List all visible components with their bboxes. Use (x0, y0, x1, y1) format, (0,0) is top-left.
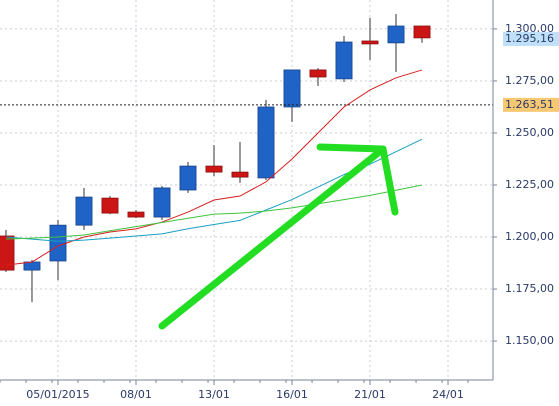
price-marker-label: 1.263,51 (505, 98, 554, 111)
candle-body (257, 106, 275, 179)
candle-body (127, 211, 145, 218)
candle-body (283, 69, 301, 108)
x-tick-label: 21/01 (354, 388, 386, 401)
candle-body (335, 41, 353, 80)
annotation-arrow (158, 143, 399, 330)
x-tick-label: 08/01 (120, 388, 152, 401)
x-tick-label: 13/01 (198, 388, 230, 401)
price-marker-label: 1.295,16 (505, 32, 554, 45)
y-tick-label: 1.200,00 (505, 230, 554, 243)
candle-body (179, 165, 197, 191)
candle-body (101, 197, 119, 214)
candle-body (387, 25, 405, 44)
x-tick-label: 05/01/2015 (26, 388, 89, 401)
grid (0, 0, 493, 380)
price-marker-box (503, 31, 559, 46)
candle-body (231, 171, 249, 178)
candle-body (23, 261, 41, 271)
plot (0, 13, 493, 303)
candle-body (0, 235, 15, 271)
arrow-shaft (158, 145, 387, 330)
y-tick-label: 1.225,00 (505, 178, 554, 191)
candle-body (361, 40, 379, 45)
y-tick-label: 1.300,00 (505, 22, 554, 35)
candle-body (205, 165, 223, 173)
y-tick-label: 1.150,00 (505, 334, 554, 347)
candle-body (413, 25, 431, 39)
x-tick-label: 24/01 (432, 388, 464, 401)
candle-body (75, 196, 93, 226)
candle-body (309, 69, 327, 78)
candle-body (153, 187, 171, 218)
moving-average-line (5, 184, 423, 240)
arrow-head (316, 143, 399, 216)
y-tick-label: 1.175,00 (505, 282, 554, 295)
candle-body (49, 224, 67, 262)
x-tick-label: 16/01 (276, 388, 308, 401)
price-marker-box (503, 97, 559, 112)
y-tick-label: 1.275,00 (505, 74, 554, 87)
y-tick-label: 1.250,00 (505, 126, 554, 139)
